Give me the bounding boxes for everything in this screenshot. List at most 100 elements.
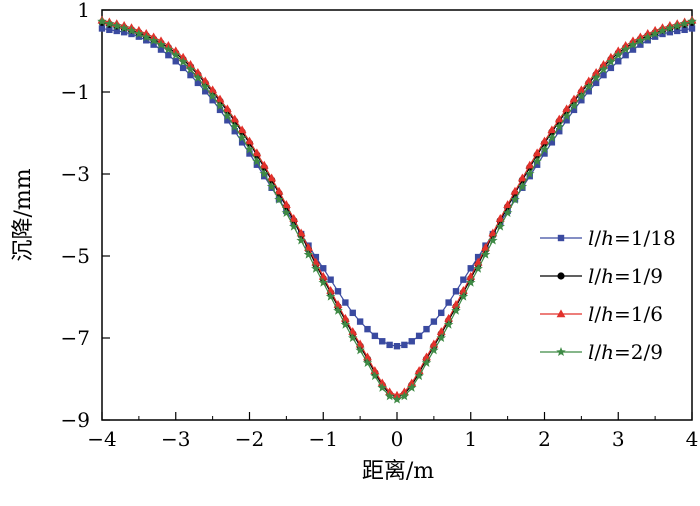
data-point [340,319,351,329]
data-point [150,41,157,48]
y-tick-label: −1 [61,80,90,104]
y-tick-label: 1 [77,0,90,22]
data-point [533,161,541,168]
data-point [517,181,528,191]
data-point [539,144,550,154]
legend-item: l/h=1/18 [540,226,676,250]
data-point [532,156,542,166]
data-point [320,265,327,272]
data-point [495,214,505,222]
data-point [563,117,570,124]
data-point [473,263,483,273]
data-point [599,60,608,68]
data-point [193,72,203,82]
data-point [186,60,195,68]
x-tick-label: −1 [309,427,338,451]
data-point [253,161,261,168]
data-point [296,228,306,237]
legend-label: l/h=1/18 [588,226,676,250]
data-point [355,339,365,348]
legend-item: l/h=1/9 [540,264,663,288]
data-point [215,100,225,110]
data-point [578,97,585,104]
data-point [556,127,563,135]
data-point [488,228,498,237]
data-point [148,35,159,45]
data-point [452,288,460,295]
data-point [231,127,238,135]
data-point [561,111,572,121]
data-point [156,39,166,49]
data-point [547,132,557,142]
legend: l/h=1/18 l/h=1/9 l/h=1/6 l/h=2/9 [540,226,676,364]
legend-item: l/h=1/6 [540,302,663,326]
data-point [642,32,653,42]
data-point [613,50,624,60]
data-point [362,357,373,367]
data-point [598,64,609,74]
data-point [421,357,432,367]
data-point [379,338,386,345]
legend-label: l/h=1/9 [588,264,663,288]
data-point [252,156,262,166]
data-point [607,64,615,72]
data-point [540,136,549,145]
x-tick-label: −2 [235,427,264,451]
data-point [261,172,268,180]
data-point [135,33,143,40]
data-point [401,341,408,349]
data-point [386,341,393,349]
series-layer [97,15,697,404]
data-point [583,81,594,91]
data-point [615,58,622,65]
data-point [178,56,188,66]
data-point [569,94,579,103]
data-point [193,67,203,76]
data-point [371,332,379,340]
y-tick-label: −5 [61,244,90,268]
data-point [106,26,113,34]
data-point [126,25,137,35]
data-point [208,85,218,94]
data-point [628,39,638,49]
x-tick-label: 2 [538,427,551,451]
data-point [356,318,364,325]
data-point [591,67,601,76]
data-point [532,148,542,157]
data-point [163,44,174,54]
data-point [274,186,284,195]
legend-marker [557,272,565,280]
data-point [143,37,150,44]
x-tick-label: 4 [686,427,699,451]
data-point [318,277,329,287]
data-point [165,51,172,59]
data-point [119,23,129,33]
x-tick-label: −3 [161,427,190,451]
data-point [245,136,254,145]
data-point [347,332,358,343]
data-point [644,37,651,44]
data-point [281,207,292,217]
data-point [179,64,187,72]
data-point [562,104,572,113]
data-point [430,318,438,325]
data-point [650,28,660,38]
data-point [591,72,601,82]
data-point [665,23,675,33]
data-point [429,339,439,348]
data-point [467,265,474,272]
data-point [408,338,415,345]
data-point [687,16,697,26]
data-point [312,253,320,261]
data-point [576,85,586,94]
x-tick-label: 3 [612,427,625,451]
data-point [392,394,402,404]
data-point [600,71,607,79]
data-point [224,117,231,124]
data-point [207,91,218,101]
data-point [659,30,666,38]
data-point [481,243,490,251]
y-tick-label: −9 [61,408,90,432]
data-point [311,263,321,273]
